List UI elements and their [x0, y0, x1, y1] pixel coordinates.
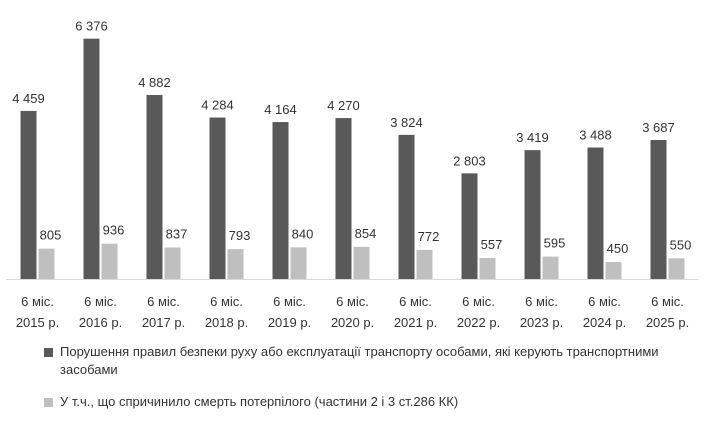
data-label-violations-7: 2 803: [453, 153, 486, 168]
x-tick-label-10-1: 2025 р.: [646, 315, 689, 330]
bar-violations-7: [461, 173, 478, 279]
bar-deaths-1: [101, 243, 118, 279]
data-label-violations-0: 4 459: [12, 91, 45, 106]
data-label-deaths-6: 772: [418, 229, 440, 244]
bar-violations-9: [587, 147, 604, 279]
x-tick-label-8-0: 6 міс.: [525, 294, 558, 309]
x-tick-label-3-0: 6 міс.: [210, 294, 243, 309]
legend-label-deaths: У т.ч., що спричинило смерть потерпілого…: [60, 394, 459, 409]
x-tick-label-3-1: 2018 р.: [205, 315, 248, 330]
data-label-deaths-2: 837: [166, 226, 188, 241]
bar-violations-5: [335, 118, 352, 279]
bar-deaths-10: [668, 258, 685, 279]
legend-swatch-violations: [44, 348, 53, 357]
bar-deaths-8: [542, 256, 559, 279]
bar-chart-plot: 4 459 805 6 міс. 2015 р. 6 376 936 6 міс. 2016 …: [6, 19, 699, 330]
bar-deaths-4: [290, 247, 307, 279]
data-label-deaths-3: 793: [229, 228, 251, 243]
x-tick-label-9-1: 2024 р.: [583, 315, 626, 330]
bar-deaths-9: [605, 262, 622, 279]
data-label-violations-1: 6 376: [75, 19, 108, 34]
legend-swatch-deaths: [44, 398, 53, 407]
data-label-deaths-0: 805: [40, 228, 62, 243]
data-label-violations-9: 3 488: [579, 128, 612, 143]
x-tick-label-4-1: 2019 р.: [268, 315, 311, 330]
data-label-deaths-1: 936: [103, 223, 125, 238]
data-label-deaths-8: 595: [544, 236, 566, 251]
legend-label-violations: Порушення правил безпеки руху або експлу…: [60, 344, 659, 377]
x-tick-label-7-0: 6 міс.: [462, 294, 495, 309]
legend-item-violations: Порушення правил безпеки руху або експлу…: [44, 343, 674, 379]
x-tick-label-9-0: 6 міс.: [588, 294, 621, 309]
data-label-deaths-10: 550: [670, 237, 692, 252]
bar-deaths-3: [227, 249, 244, 279]
x-tick-label-2-0: 6 міс.: [147, 294, 180, 309]
x-tick-label-5-1: 2020 р.: [331, 315, 374, 330]
data-label-violations-3: 4 284: [201, 98, 234, 113]
x-tick-label-2-1: 2017 р.: [142, 315, 185, 330]
x-tick-label-1-1: 2016 р.: [79, 315, 122, 330]
data-label-deaths-4: 840: [292, 226, 314, 241]
legend-item-deaths: У т.ч., що спричинило смерть потерпілого…: [44, 393, 674, 411]
data-label-violations-2: 4 882: [138, 75, 171, 90]
x-tick-label-10-0: 6 міс.: [651, 294, 684, 309]
bar-violations-3: [209, 117, 226, 279]
x-tick-label-1-0: 6 міс.: [84, 294, 117, 309]
x-tick-label-0-1: 2015 р.: [16, 315, 59, 330]
data-label-violations-10: 3 687: [642, 120, 675, 135]
x-tick-label-6-0: 6 міс.: [399, 294, 432, 309]
bar-violations-6: [398, 134, 415, 279]
data-label-deaths-5: 854: [355, 226, 377, 241]
bar-violations-10: [650, 140, 667, 279]
bar-violations-4: [272, 122, 289, 280]
bar-deaths-7: [479, 258, 496, 279]
x-tick-label-0-0: 6 міс.: [21, 294, 54, 309]
data-label-deaths-7: 557: [481, 237, 503, 252]
bar-violations-2: [146, 94, 163, 280]
bar-deaths-0: [38, 248, 55, 279]
bar-deaths-6: [416, 249, 433, 279]
data-label-violations-8: 3 419: [516, 130, 549, 145]
bar-violations-1: [83, 38, 100, 280]
legend: Порушення правил безпеки руху або експлу…: [44, 343, 674, 411]
bar-deaths-5: [353, 246, 370, 279]
data-label-violations-4: 4 164: [264, 102, 297, 117]
data-label-violations-6: 3 824: [390, 115, 423, 130]
data-label-violations-5: 4 270: [327, 98, 360, 113]
x-tick-label-7-1: 2022 р.: [457, 315, 500, 330]
bar-violations-8: [524, 150, 541, 279]
x-tick-label-6-1: 2021 р.: [394, 315, 437, 330]
x-tick-label-8-1: 2023 р.: [520, 315, 563, 330]
bar-deaths-2: [164, 247, 181, 279]
data-label-deaths-9: 450: [607, 241, 629, 256]
x-tick-label-5-0: 6 міс.: [336, 294, 369, 309]
bar-violations-0: [20, 110, 37, 280]
x-tick-label-4-0: 6 міс.: [273, 294, 306, 309]
